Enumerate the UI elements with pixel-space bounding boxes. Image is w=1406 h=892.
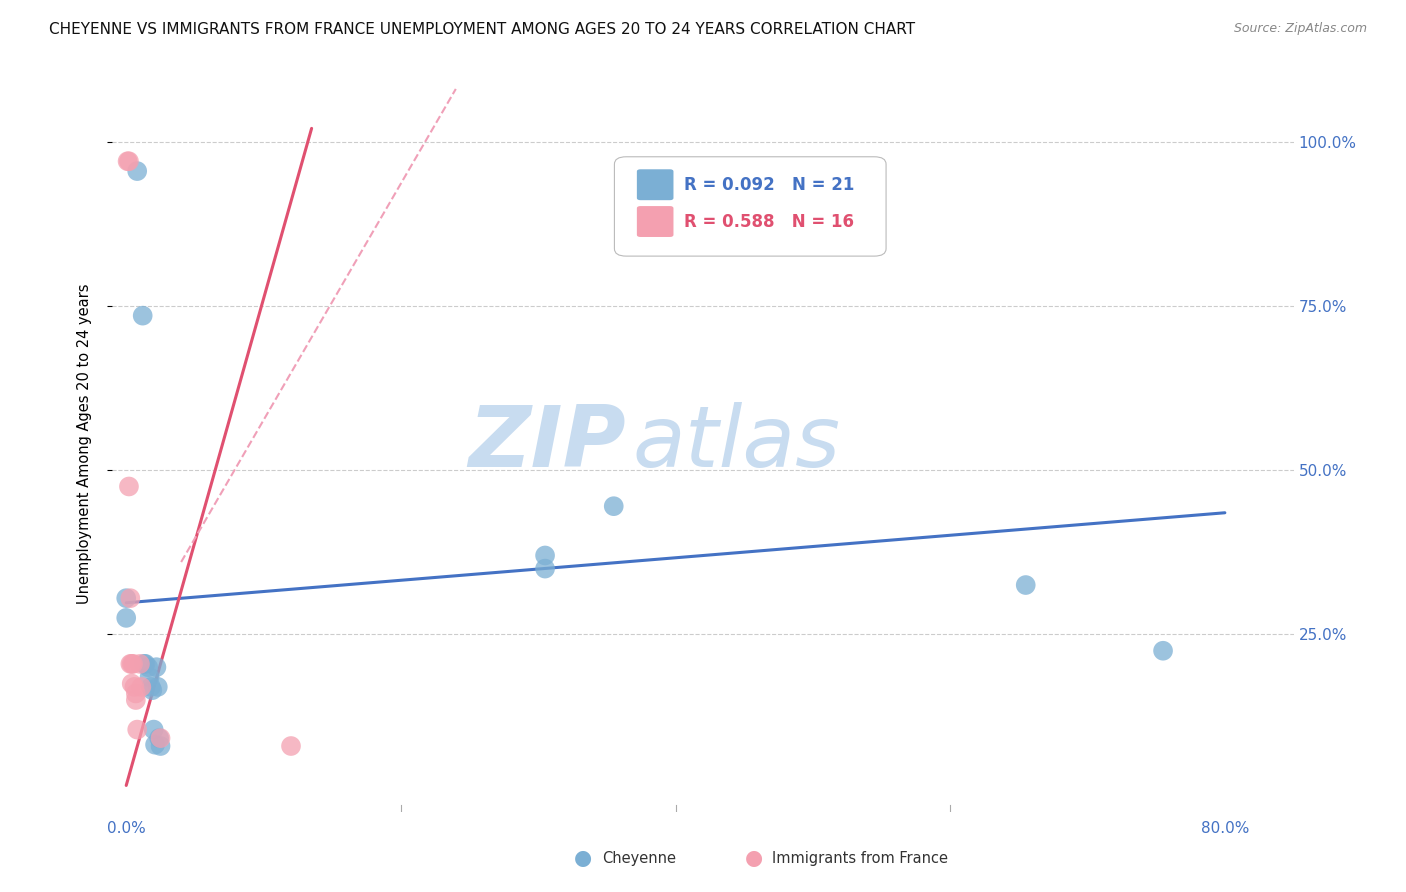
Point bbox=[136, 660, 159, 674]
Point bbox=[148, 731, 170, 746]
Point bbox=[142, 723, 165, 737]
Text: ●: ● bbox=[745, 848, 762, 868]
FancyBboxPatch shape bbox=[637, 206, 673, 237]
Text: CHEYENNE VS IMMIGRANTS FROM FRANCE UNEMPLOYMENT AMONG AGES 20 TO 24 YEARS CORREL: CHEYENNE VS IMMIGRANTS FROM FRANCE UNEMP… bbox=[49, 22, 915, 37]
Point bbox=[146, 680, 169, 694]
Point bbox=[534, 561, 557, 575]
Point bbox=[121, 676, 143, 690]
Text: Immigrants from France: Immigrants from France bbox=[772, 851, 948, 865]
Point bbox=[1152, 644, 1174, 658]
Text: R = 0.588   N = 16: R = 0.588 N = 16 bbox=[685, 212, 853, 230]
Point bbox=[124, 680, 146, 694]
FancyBboxPatch shape bbox=[614, 157, 886, 256]
Point bbox=[120, 591, 142, 606]
Point bbox=[115, 591, 138, 606]
Point bbox=[127, 164, 149, 178]
Point bbox=[129, 657, 152, 671]
Point bbox=[143, 738, 166, 752]
Point bbox=[149, 739, 172, 753]
Point bbox=[125, 686, 148, 700]
Text: Cheyenne: Cheyenne bbox=[602, 851, 676, 865]
FancyBboxPatch shape bbox=[637, 169, 673, 200]
Point bbox=[115, 611, 138, 625]
Text: R = 0.092   N = 21: R = 0.092 N = 21 bbox=[685, 176, 855, 194]
Y-axis label: Unemployment Among Ages 20 to 24 years: Unemployment Among Ages 20 to 24 years bbox=[77, 284, 91, 604]
Point bbox=[145, 660, 167, 674]
Point bbox=[141, 683, 163, 698]
Point bbox=[280, 739, 302, 753]
Point bbox=[132, 657, 155, 671]
Point bbox=[117, 154, 139, 169]
Text: ●: ● bbox=[575, 848, 592, 868]
Point bbox=[534, 549, 557, 563]
Text: Source: ZipAtlas.com: Source: ZipAtlas.com bbox=[1233, 22, 1367, 36]
Point bbox=[139, 680, 162, 694]
Point bbox=[149, 731, 172, 746]
Text: atlas: atlas bbox=[633, 402, 841, 485]
Point bbox=[118, 479, 141, 493]
Text: ZIP: ZIP bbox=[468, 402, 626, 485]
Point bbox=[1015, 578, 1038, 592]
Point bbox=[125, 693, 148, 707]
Point bbox=[121, 657, 143, 671]
Point bbox=[118, 154, 141, 169]
Point bbox=[138, 670, 160, 684]
Point bbox=[134, 657, 156, 671]
Point bbox=[122, 657, 145, 671]
Point bbox=[120, 657, 142, 671]
Point bbox=[603, 499, 626, 513]
Point bbox=[127, 723, 149, 737]
Point bbox=[131, 309, 153, 323]
Point bbox=[131, 680, 153, 694]
